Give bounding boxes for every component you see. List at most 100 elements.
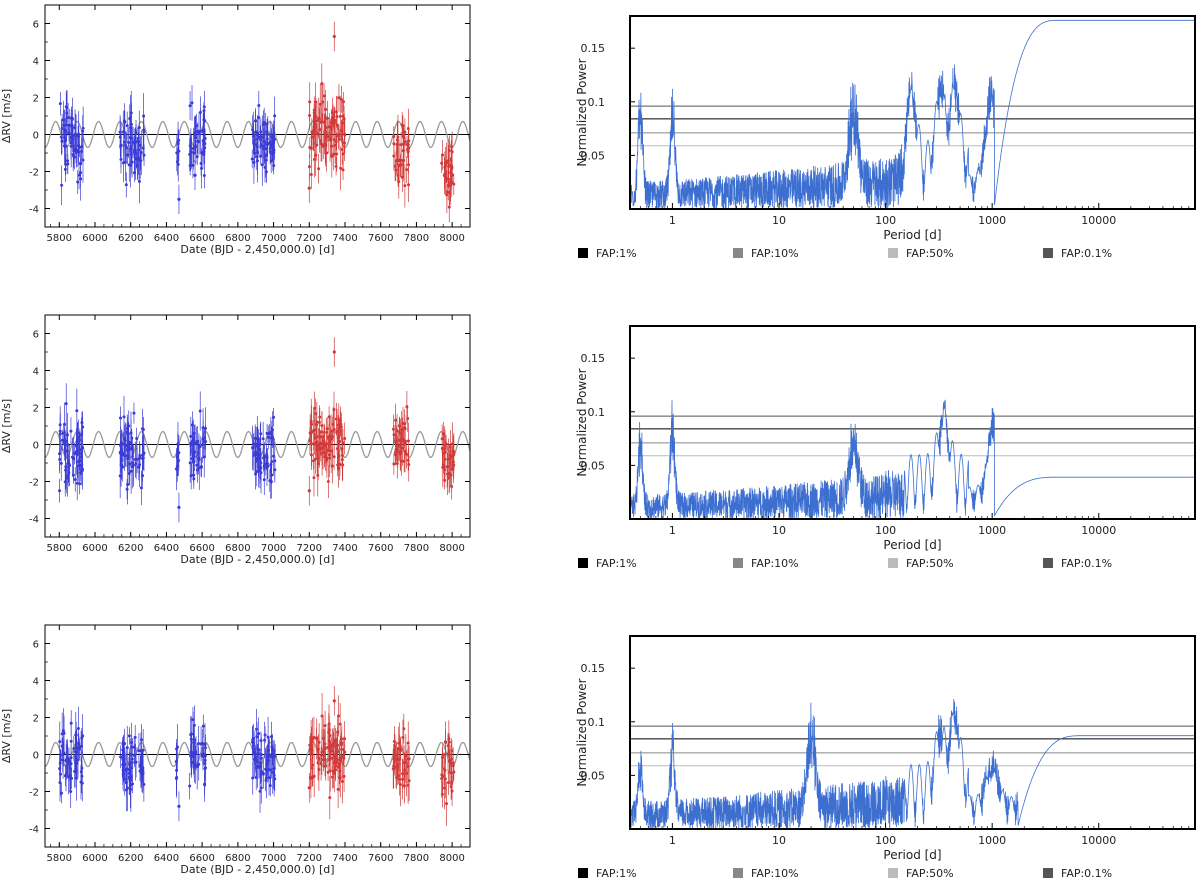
data-point <box>392 142 396 146</box>
data-point <box>338 722 342 726</box>
data-point <box>325 427 329 431</box>
data-point <box>440 437 444 441</box>
data-point <box>307 165 311 169</box>
data-point <box>329 121 333 125</box>
x-axis-label: Date (BJD - 2,450,000.0) [d] <box>180 863 334 876</box>
data-point <box>258 457 262 461</box>
data-point <box>127 771 131 775</box>
data-point <box>253 442 257 446</box>
data-point <box>132 411 136 415</box>
data-point <box>191 163 195 167</box>
y-tick-label: 4 <box>33 57 39 68</box>
y-tick-label: 2 <box>33 714 39 725</box>
data-point <box>121 768 125 772</box>
data-point <box>58 767 62 771</box>
x-tick-label: 1 <box>669 834 676 847</box>
data-point <box>125 786 129 790</box>
legend-swatch <box>578 558 588 568</box>
data-point <box>339 422 343 426</box>
data-point <box>336 787 340 791</box>
x-tick-label: 100 <box>875 524 896 537</box>
data-point <box>343 133 347 137</box>
data-point <box>328 796 332 800</box>
data-point <box>119 755 123 759</box>
data-point <box>406 126 410 130</box>
data-point <box>259 739 263 743</box>
data-point <box>397 180 401 184</box>
data-point <box>252 757 256 761</box>
x-tick-label: 10 <box>772 834 786 847</box>
data-point <box>69 141 73 145</box>
data-point <box>326 135 330 139</box>
y-tick-label: 0.1 <box>588 406 606 419</box>
data-point <box>265 431 269 435</box>
data-point <box>323 724 327 728</box>
data-point <box>73 769 77 773</box>
data-point <box>119 157 123 161</box>
data-point <box>395 142 399 146</box>
data-point <box>444 161 448 165</box>
data-point <box>76 180 80 184</box>
legend-swatch <box>578 248 588 258</box>
data-point <box>332 34 336 39</box>
data-point <box>400 123 404 127</box>
data-point <box>333 768 337 772</box>
data-point <box>441 753 445 757</box>
data-point <box>77 173 81 177</box>
data-point <box>257 135 261 139</box>
y-tick-label: 0.1 <box>588 96 606 109</box>
data-point <box>60 126 64 130</box>
data-point <box>60 438 64 442</box>
rv-panel: 5800 6000 6200 6400 6600 6800 7000 7200 7400 7600… <box>0 314 471 566</box>
data-point <box>142 153 146 157</box>
data-point <box>80 736 84 740</box>
data-point <box>259 138 263 142</box>
data-point <box>191 437 195 441</box>
data-point <box>118 416 122 420</box>
x-tick-label: 5800 <box>47 543 72 554</box>
data-point <box>190 457 194 461</box>
data-point <box>394 168 398 172</box>
data-point <box>271 437 275 441</box>
data-point <box>188 784 192 788</box>
data-point <box>126 153 130 157</box>
data-point <box>341 754 345 758</box>
legend-swatch <box>1043 558 1053 568</box>
data-point <box>122 742 126 746</box>
x-tick-label: 1000 <box>978 214 1006 227</box>
x-tick-label: 7400 <box>332 853 357 864</box>
data-point <box>338 114 342 118</box>
data-point <box>60 183 64 187</box>
data-point <box>450 780 454 784</box>
data-point <box>451 764 455 768</box>
data-point <box>257 116 261 120</box>
pg-axes-frame <box>629 635 1196 830</box>
data-point <box>66 159 70 163</box>
data-point <box>58 102 62 106</box>
data-point <box>256 150 260 154</box>
data-point <box>340 453 344 457</box>
data-point <box>133 458 137 462</box>
data-point <box>69 721 73 725</box>
rv-panel: 5800 6000 6200 6400 6600 6800 7000 7200 7400 7600… <box>0 4 471 256</box>
data-point <box>126 433 130 437</box>
x-tick-label: 7800 <box>404 543 429 554</box>
data-point <box>58 781 62 785</box>
x-tick-label: 6600 <box>189 853 214 864</box>
legend-item: FAP:50% <box>888 867 954 880</box>
data-point <box>406 458 410 462</box>
legend-label: FAP:50% <box>906 557 954 570</box>
data-point <box>308 748 312 752</box>
data-point <box>312 442 316 446</box>
data-point <box>442 786 446 790</box>
y-tick-label: 6 <box>33 20 39 31</box>
y-axis-label: ΔRV [m/s] <box>0 89 13 143</box>
x-tick-label: 7400 <box>332 543 357 554</box>
data-point <box>175 775 179 779</box>
y-tick-label: -2 <box>29 788 39 799</box>
data-point <box>335 152 339 156</box>
data-point <box>341 114 345 118</box>
data-point <box>175 151 179 155</box>
data-point <box>75 452 79 456</box>
data-point <box>77 745 81 749</box>
